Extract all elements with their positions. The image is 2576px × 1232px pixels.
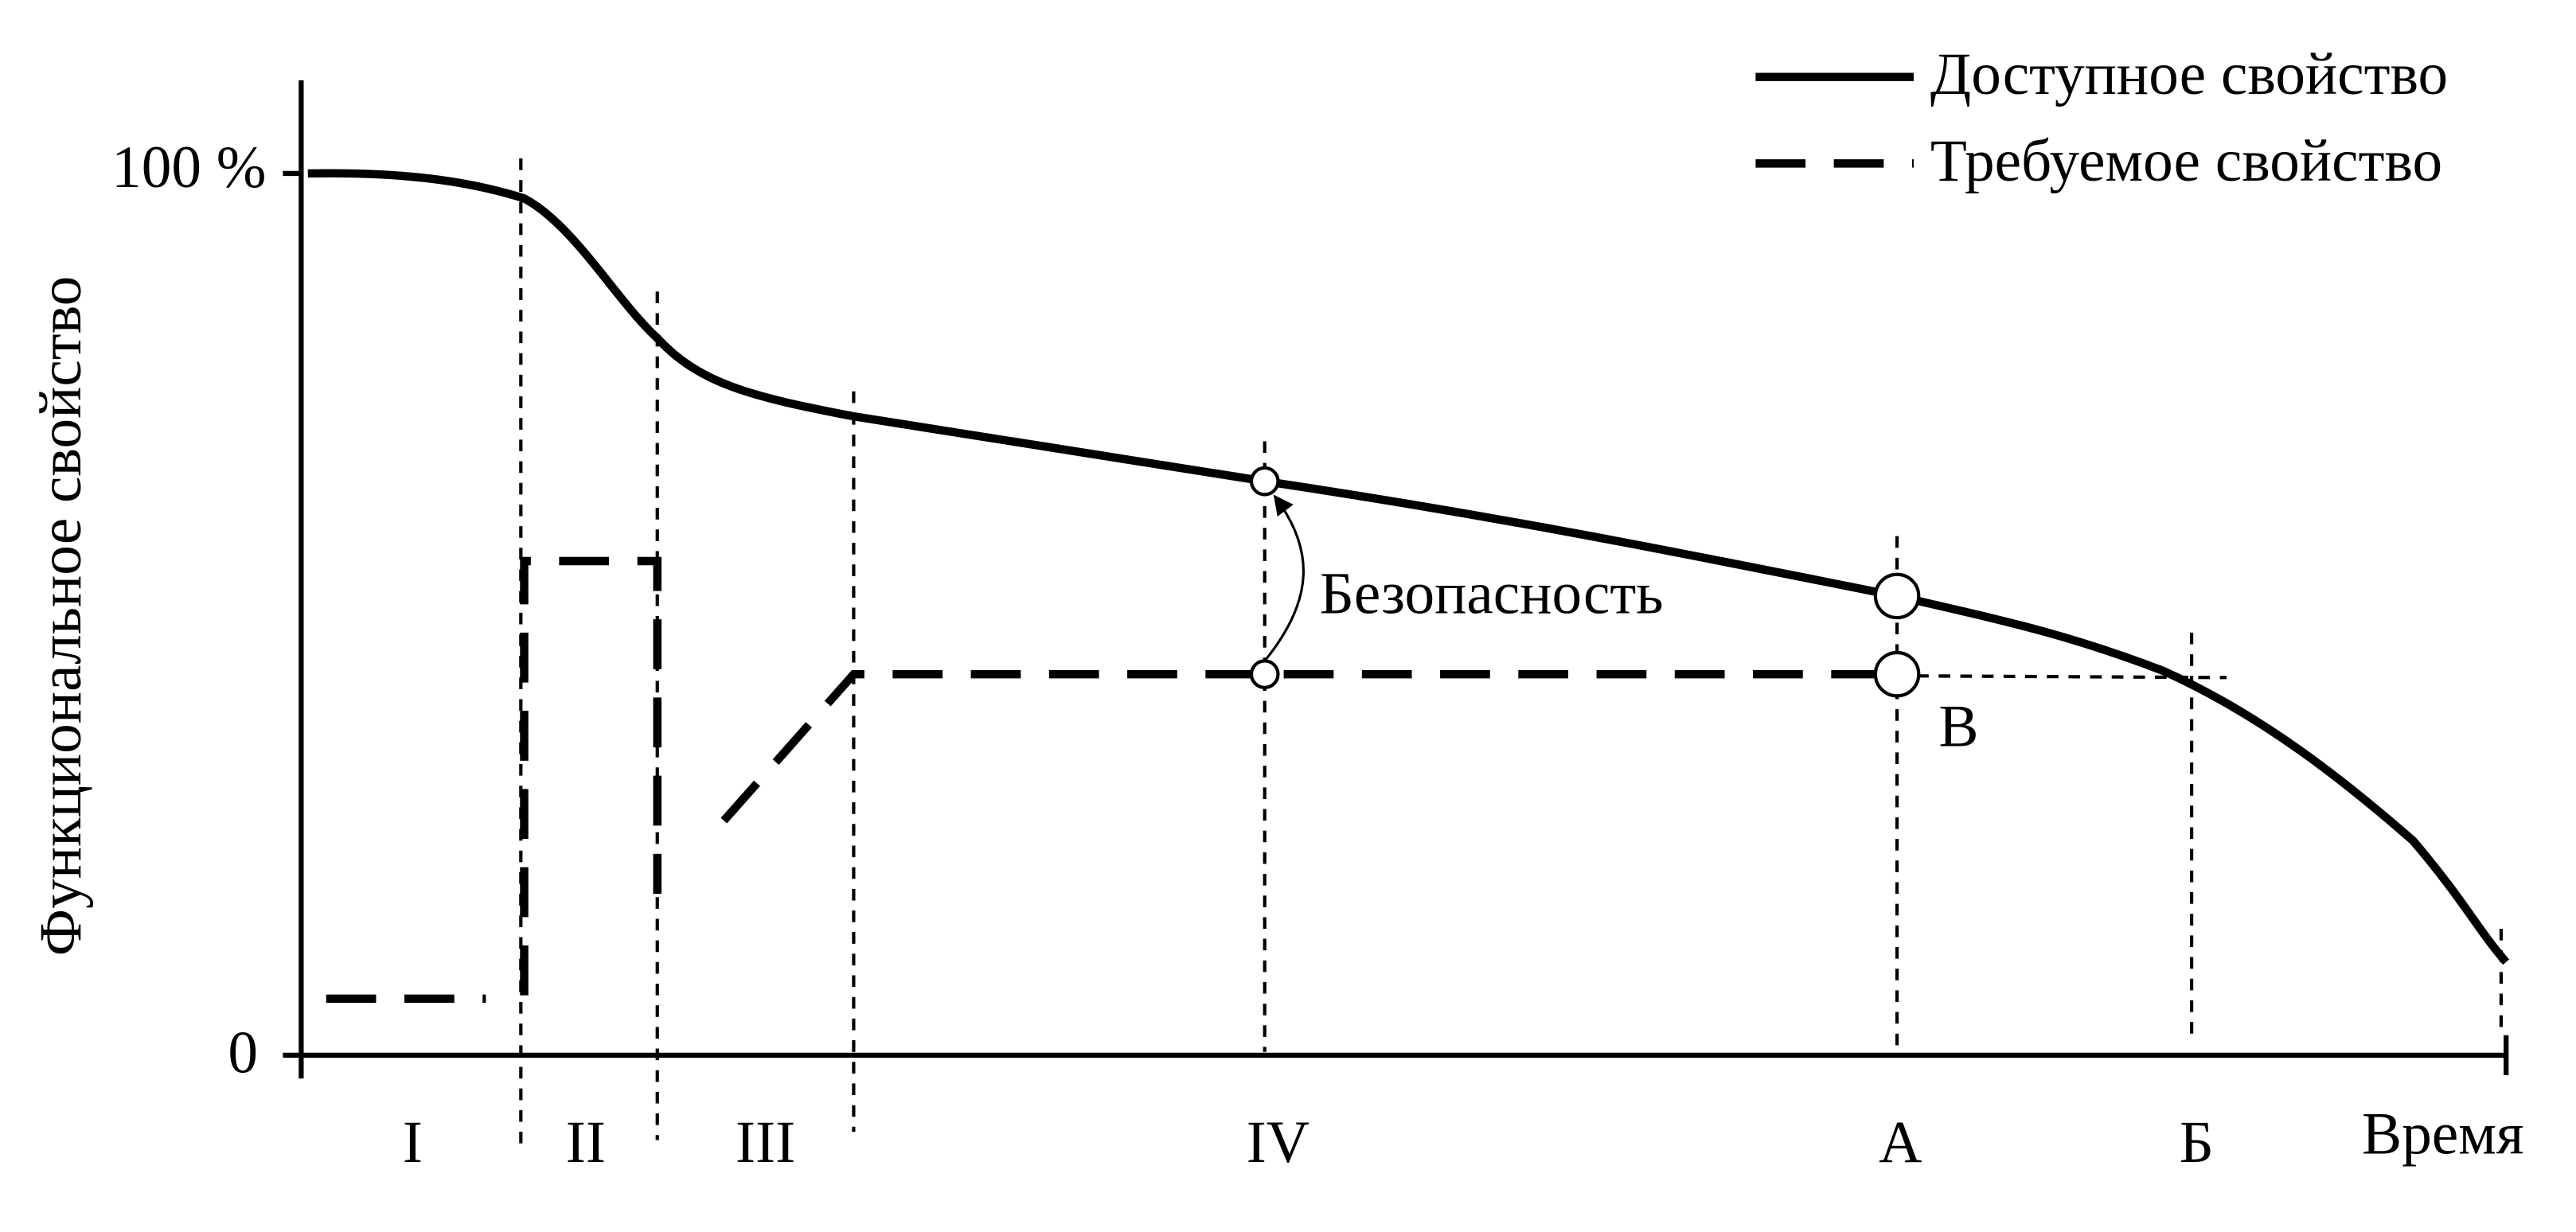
- point: [1249, 659, 1280, 689]
- required-curve: [720, 669, 1898, 824]
- safety-label: Безопасность: [1320, 560, 1664, 626]
- stage-label: Б: [2180, 1109, 2214, 1175]
- legend-label: Доступное свойство: [1930, 41, 2448, 107]
- available-curve: [307, 169, 2510, 965]
- stage-label: А: [1879, 1109, 1922, 1175]
- y-max-label: 100 %: [111, 135, 266, 201]
- safety-arrow: [1263, 494, 1305, 662]
- threshold-line: [1917, 674, 2227, 680]
- point: [1249, 466, 1280, 497]
- stage-label: I: [403, 1109, 423, 1175]
- y-axis-label: Функциональное свойство: [28, 276, 94, 957]
- stage-label: IV: [1247, 1109, 1309, 1175]
- stage-label: III: [736, 1109, 795, 1175]
- point: [1873, 650, 1921, 698]
- y-min-label: 0: [228, 1020, 258, 1086]
- point-label: В: [1938, 694, 1978, 760]
- legend-label: Требуемое свойство: [1930, 128, 2442, 194]
- point: [1873, 572, 1921, 620]
- stage-label: II: [566, 1109, 606, 1175]
- required-curve: [520, 556, 662, 996]
- x-axis-label: Время: [2362, 1101, 2523, 1168]
